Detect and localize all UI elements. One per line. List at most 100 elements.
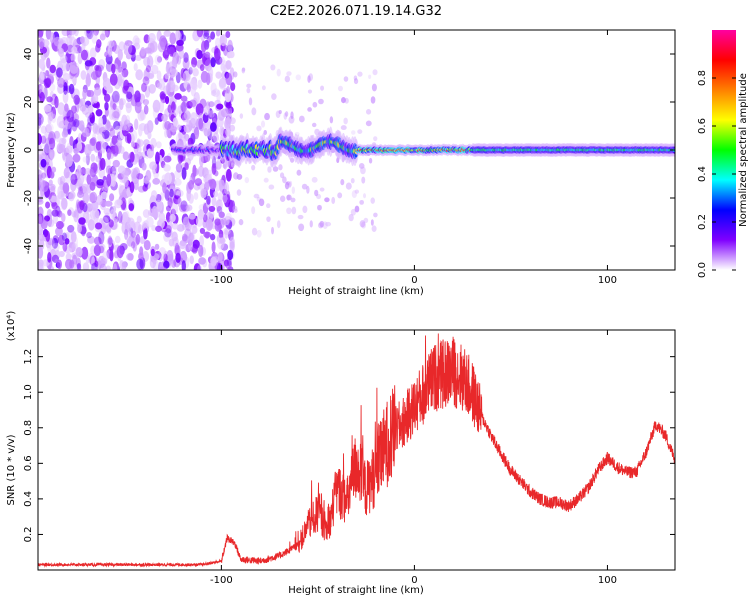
heatmap-cell	[70, 53, 76, 62]
heatmap-cell	[113, 263, 118, 270]
heatmap-cell	[271, 93, 277, 100]
heatmap-cell	[45, 123, 54, 133]
heatmap-cell	[69, 136, 74, 147]
heatmap-cell	[307, 107, 312, 112]
heatmap-cell	[38, 246, 44, 259]
heatmap-cell	[69, 65, 77, 73]
heatmap-cell	[156, 70, 162, 81]
heatmap-cell	[196, 49, 203, 60]
heatmap-cell	[62, 182, 70, 194]
heatmap-cell	[89, 191, 98, 204]
heatmap-cell	[43, 78, 51, 89]
colorbar-ticks: 0.0 0.2 0.4 0.6 0.8	[697, 70, 736, 278]
heatmap-cell	[325, 221, 332, 227]
heatmap-cell	[368, 74, 372, 79]
heatmap-cell	[301, 183, 308, 190]
y-tick-label: 0.8	[23, 420, 34, 436]
heatmap-cell	[210, 256, 217, 267]
heatmap-cell	[165, 82, 171, 95]
heatmap-cell	[162, 182, 167, 194]
heatmap-cell	[268, 184, 275, 190]
heatmap-cell	[102, 251, 109, 262]
heatmap-cell	[177, 124, 182, 131]
heatmap-cell	[40, 72, 46, 80]
heatmap-cell	[193, 263, 201, 270]
heatmap-cell	[256, 125, 262, 132]
heatmap-cell	[225, 168, 232, 182]
heatmap-cell	[95, 222, 103, 230]
heatmap-cell	[63, 78, 69, 87]
heatmap-cell	[222, 163, 226, 169]
heatmap-cell	[156, 56, 162, 63]
heatmap-cell	[45, 230, 51, 242]
heatmap-cell	[307, 75, 311, 83]
y-tick-label: 20	[23, 96, 34, 109]
heatmap-cell	[236, 173, 243, 180]
heatmap-cell	[80, 223, 87, 237]
heatmap-cell	[164, 228, 172, 238]
heatmap-cell	[109, 127, 116, 138]
heatmap-cell	[90, 200, 99, 211]
heatmap-cell	[199, 235, 204, 248]
heatmap-cell	[340, 179, 345, 186]
heatmap-cell	[196, 264, 203, 270]
heatmap-cell	[117, 74, 123, 87]
heatmap-cell	[73, 119, 80, 128]
heatmap-cell	[180, 95, 188, 102]
heatmap-cell	[178, 48, 184, 59]
heatmap-cell	[126, 132, 132, 144]
heatmap-cell	[67, 209, 72, 217]
heatmap-cell	[62, 73, 71, 81]
heatmap-cell	[229, 117, 236, 125]
heatmap-cell	[125, 103, 132, 114]
heatmap-cell	[87, 104, 94, 114]
heatmap-cell	[298, 115, 305, 123]
heatmap-cell	[81, 167, 87, 175]
heatmap-cell	[57, 83, 65, 95]
heatmap-cell	[272, 166, 279, 172]
heatmap-cell	[219, 56, 225, 65]
heatmap-cell	[168, 238, 175, 247]
heatmap-cell	[111, 90, 120, 103]
heatmap-cell	[89, 166, 97, 178]
heatmap-cell	[143, 56, 151, 67]
heatmap-cell	[106, 226, 112, 234]
heatmap-cell	[64, 238, 70, 245]
heatmap-cell	[224, 110, 231, 116]
heatmap-cell	[164, 72, 170, 80]
heatmap-cell	[85, 153, 90, 166]
heatmap-cell	[95, 101, 101, 109]
heatmap-cell	[284, 75, 291, 83]
heatmap-cell	[171, 231, 178, 242]
y-tick-label: 1.0	[23, 384, 34, 400]
heatmap-cell	[192, 68, 199, 77]
heatmap-cell	[106, 148, 112, 160]
spectrogram-heatmap	[38, 30, 675, 270]
heatmap-cell	[89, 111, 95, 124]
heatmap-cell	[51, 113, 57, 124]
heatmap-cell	[194, 178, 203, 186]
heatmap-cell	[87, 235, 95, 244]
heatmap-cell	[75, 247, 83, 257]
heatmap-cell	[108, 219, 114, 228]
heatmap-cell	[302, 205, 308, 214]
heatmap-cell	[73, 209, 79, 223]
heatmap-cell	[373, 136, 378, 142]
snr-border	[37, 329, 676, 571]
heatmap-cell	[142, 98, 150, 106]
heatmap-cell	[290, 197, 296, 203]
y-tick-label: -20	[23, 190, 34, 206]
heatmap-cell	[112, 144, 119, 156]
heatmap-cell	[371, 225, 377, 233]
heatmap-cell	[118, 41, 125, 52]
heatmap-cell	[126, 91, 133, 100]
snr-series	[38, 333, 675, 568]
heatmap-cell	[38, 58, 45, 69]
heatmap-cell	[203, 181, 210, 191]
heatmap-cell	[195, 103, 204, 116]
heatmap-cell	[206, 195, 211, 205]
heatmap-cell	[221, 217, 227, 226]
heatmap-cell	[64, 103, 69, 112]
spectrogram-ylabel: Frequency (Hz)	[6, 112, 17, 188]
